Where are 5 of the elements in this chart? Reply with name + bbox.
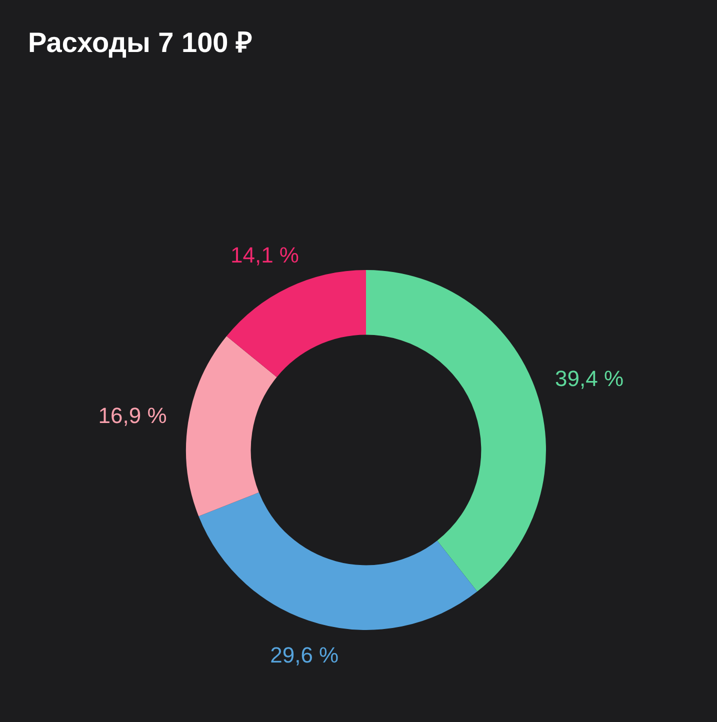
data-label: 39,4 % — [555, 366, 624, 392]
data-label: 29,6 % — [270, 642, 339, 668]
data-label: 14,1 % — [230, 242, 299, 268]
chart-title: Расходы 7 100 ₽ — [28, 26, 252, 60]
data-label: 16,9 % — [98, 403, 167, 428]
